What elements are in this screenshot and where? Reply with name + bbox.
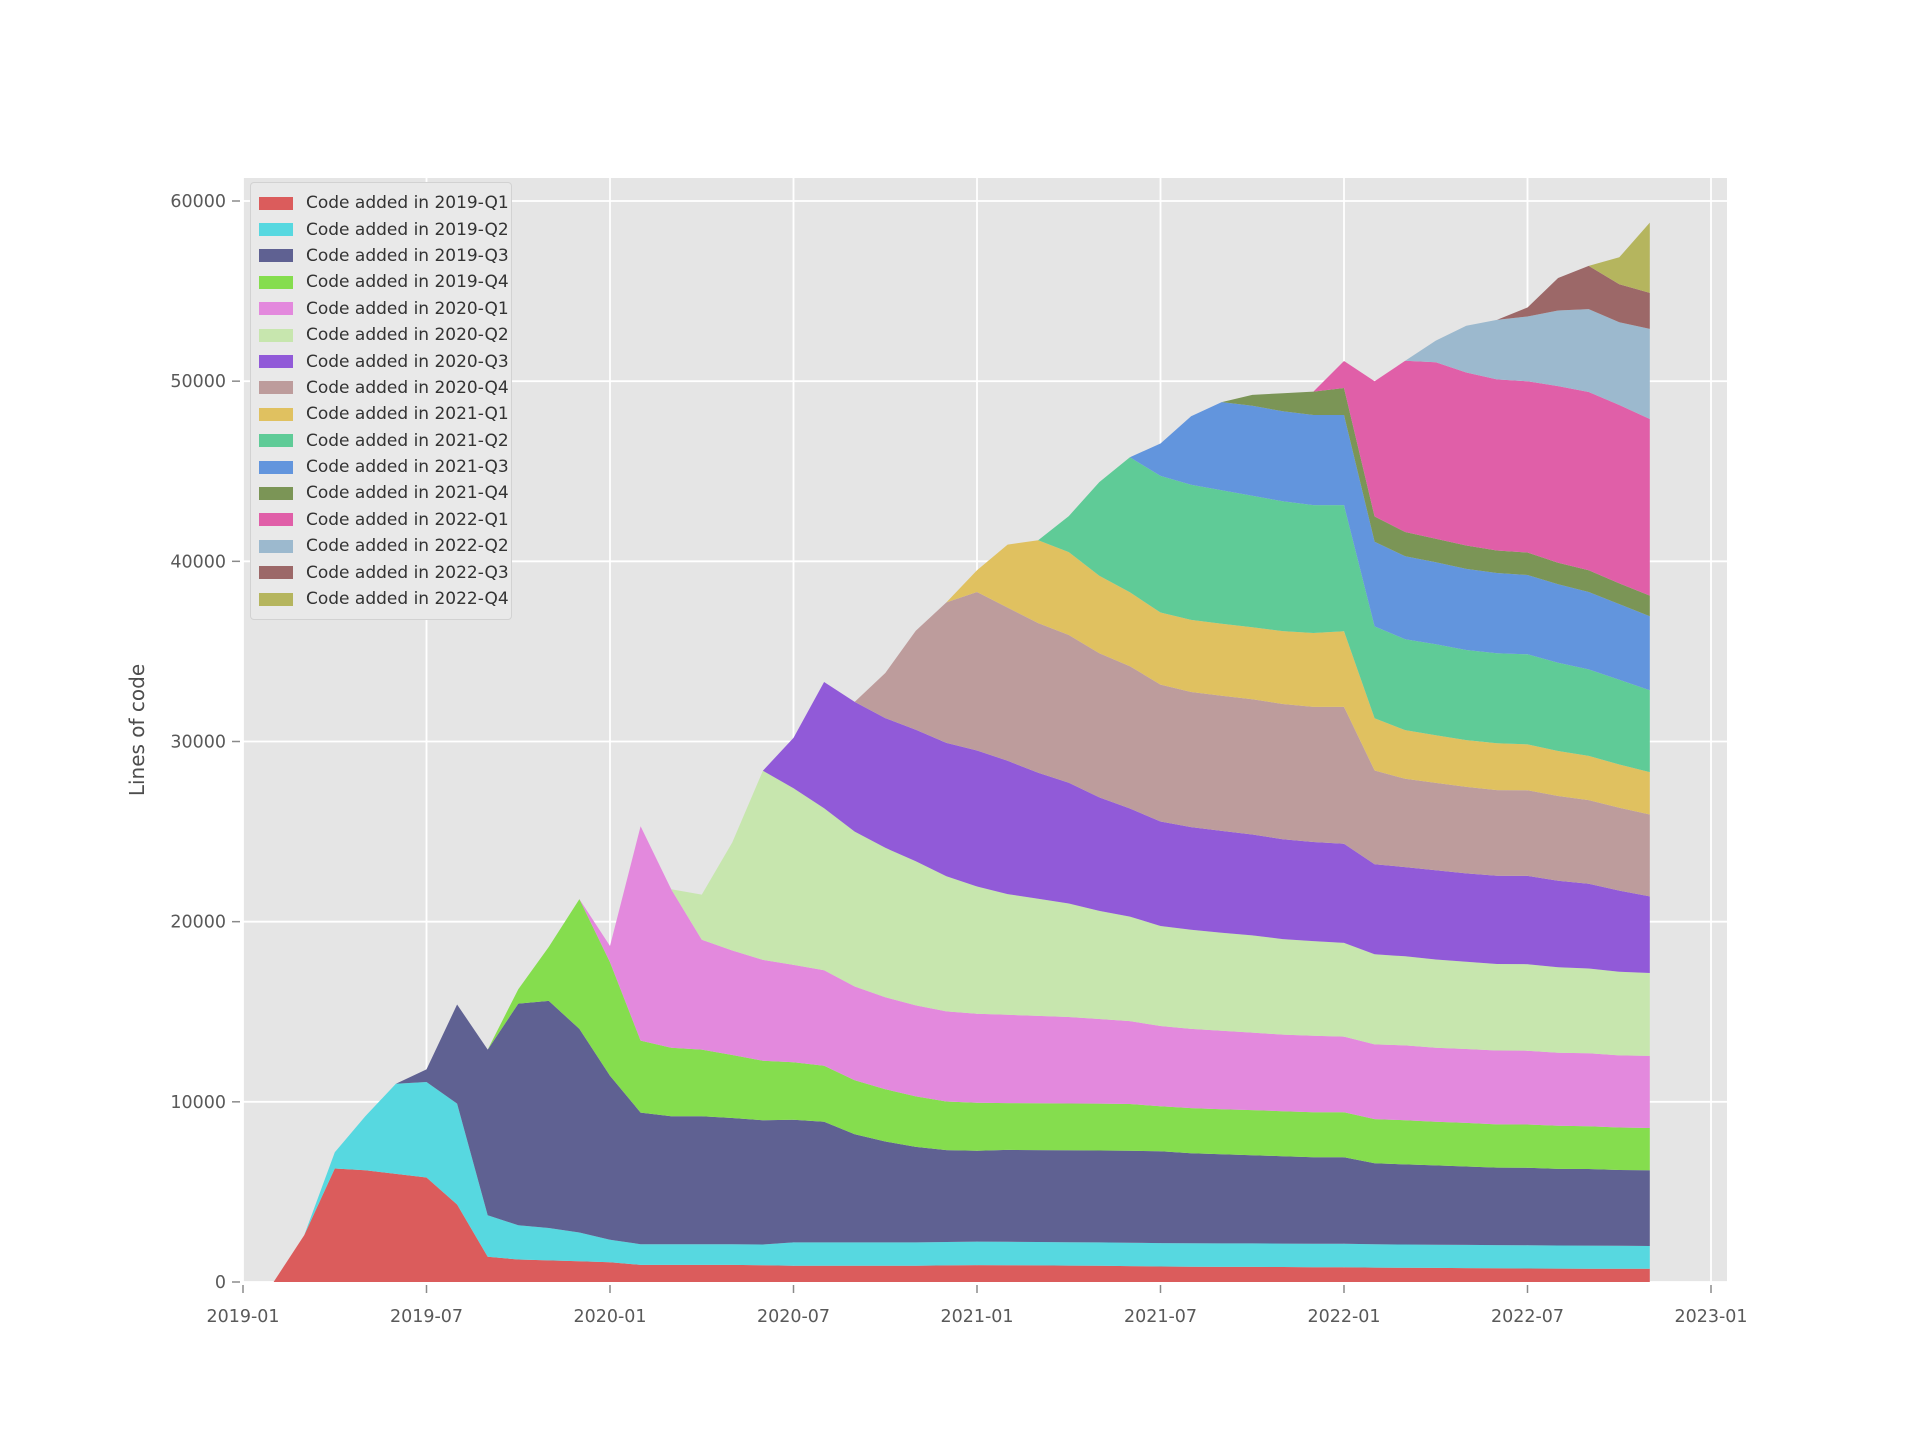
legend-swatch-icon — [259, 249, 293, 263]
legend-item-2022-Q2: Code added in 2022-Q2 — [259, 533, 509, 559]
legend-label: Code added in 2022-Q1 — [306, 509, 509, 530]
legend-label: Code added in 2021-Q4 — [306, 483, 509, 504]
legend-swatch-icon — [259, 302, 293, 316]
y-tick-label: 50000 — [170, 372, 226, 392]
legend-swatch-icon — [259, 513, 293, 527]
area-2020-Q3 — [273, 682, 1650, 1282]
x-tick-label: 2019-07 — [390, 1307, 463, 1327]
legend-item-2021-Q2: Code added in 2021-Q2 — [259, 428, 509, 454]
area-2019-Q3 — [273, 1000, 1650, 1282]
legend-swatch-icon — [259, 566, 293, 580]
area-2019-Q2 — [273, 1082, 1650, 1282]
legend-swatch-icon — [259, 592, 293, 606]
legend: Code added in 2019-Q1 Code added in 2019-… — [250, 182, 512, 621]
legend-swatch-icon — [259, 275, 293, 289]
x-tick-label: 2023-01 — [1674, 1307, 1747, 1327]
x-tick-label: 2022-07 — [1491, 1307, 1564, 1327]
y-tick-label: 20000 — [170, 913, 226, 933]
legend-label: Code added in 2020-Q1 — [306, 298, 509, 319]
legend-label: Code added in 2019-Q1 — [306, 193, 509, 214]
legend-item-2021-Q4: Code added in 2021-Q4 — [259, 480, 509, 506]
legend-label: Code added in 2021-Q3 — [306, 457, 509, 478]
legend-label: Code added in 2020-Q4 — [306, 377, 509, 398]
legend-item-2021-Q1: Code added in 2021-Q1 — [259, 401, 509, 427]
legend-swatch-icon — [259, 328, 293, 342]
x-tick-label: 2021-07 — [1124, 1307, 1197, 1327]
legend-swatch-icon — [259, 460, 293, 474]
legend-swatch-icon — [259, 407, 293, 421]
legend-item-2021-Q3: Code added in 2021-Q3 — [259, 454, 509, 480]
y-tick-label: 30000 — [170, 733, 226, 753]
legend-item-2019-Q2: Code added in 2019-Q2 — [259, 216, 509, 242]
legend-swatch-icon — [259, 381, 293, 395]
legend-item-2019-Q3: Code added in 2019-Q3 — [259, 243, 509, 269]
axes: 2019-01 2019-07 2020-01 2020-07 2021-01 2021-… — [170, 192, 1747, 1327]
legend-item-2022-Q1: Code added in 2022-Q1 — [259, 507, 509, 533]
x-tick-label: 2020-07 — [757, 1307, 830, 1327]
y-tick-label: 40000 — [170, 552, 226, 572]
legend-swatch-icon — [259, 539, 293, 553]
legend-swatch-icon — [259, 486, 293, 500]
x-tick-label: 2021-01 — [940, 1307, 1013, 1327]
legend-item-2020-Q2: Code added in 2020-Q2 — [259, 322, 509, 348]
legend-item-2020-Q4: Code added in 2020-Q4 — [259, 375, 509, 401]
legend-label: Code added in 2021-Q2 — [306, 430, 509, 451]
legend-item-2020-Q1: Code added in 2020-Q1 — [259, 296, 509, 322]
legend-item-2022-Q4: Code added in 2022-Q4 — [259, 586, 509, 612]
x-tick-label: 2022-01 — [1307, 1307, 1380, 1327]
legend-swatch-icon — [259, 434, 293, 448]
y-tick-label: 0 — [215, 1273, 226, 1293]
y-tick-label: 60000 — [170, 192, 226, 212]
legend-label: Code added in 2019-Q3 — [306, 245, 509, 266]
legend-label: Code added in 2022-Q4 — [306, 589, 509, 610]
area-2022-Q1 — [273, 360, 1650, 1282]
area-2020-Q1 — [273, 826, 1650, 1282]
legend-item-2019-Q1: Code added in 2019-Q1 — [259, 190, 509, 216]
x-tick-label: 2019-01 — [206, 1307, 279, 1327]
area-2020-Q2 — [273, 770, 1650, 1282]
y-axis-title: Lines of code — [125, 663, 149, 797]
legend-label: Code added in 2021-Q1 — [306, 404, 509, 425]
legend-swatch-icon — [259, 196, 293, 210]
legend-item-2022-Q3: Code added in 2022-Q3 — [259, 559, 509, 585]
legend-swatch-icon — [259, 355, 293, 369]
stacked-areas — [273, 222, 1650, 1283]
legend-item-2019-Q4: Code added in 2019-Q4 — [259, 269, 509, 295]
legend-label: Code added in 2022-Q3 — [306, 562, 509, 583]
legend-label: Code added in 2020-Q2 — [306, 325, 509, 346]
area-2019-Q1 — [273, 1168, 1650, 1282]
legend-label: Code added in 2019-Q4 — [306, 272, 509, 293]
legend-label: Code added in 2020-Q3 — [306, 351, 509, 372]
legend-label: Code added in 2022-Q2 — [306, 536, 509, 557]
area-2019-Q4 — [273, 899, 1650, 1282]
legend-label: Code added in 2019-Q2 — [306, 219, 509, 240]
legend-swatch-icon — [259, 223, 293, 237]
legend-item-2020-Q3: Code added in 2020-Q3 — [259, 348, 509, 374]
area-2020-Q4 — [273, 592, 1650, 1282]
x-tick-label: 2020-01 — [573, 1307, 646, 1327]
y-tick-label: 10000 — [170, 1093, 226, 1113]
